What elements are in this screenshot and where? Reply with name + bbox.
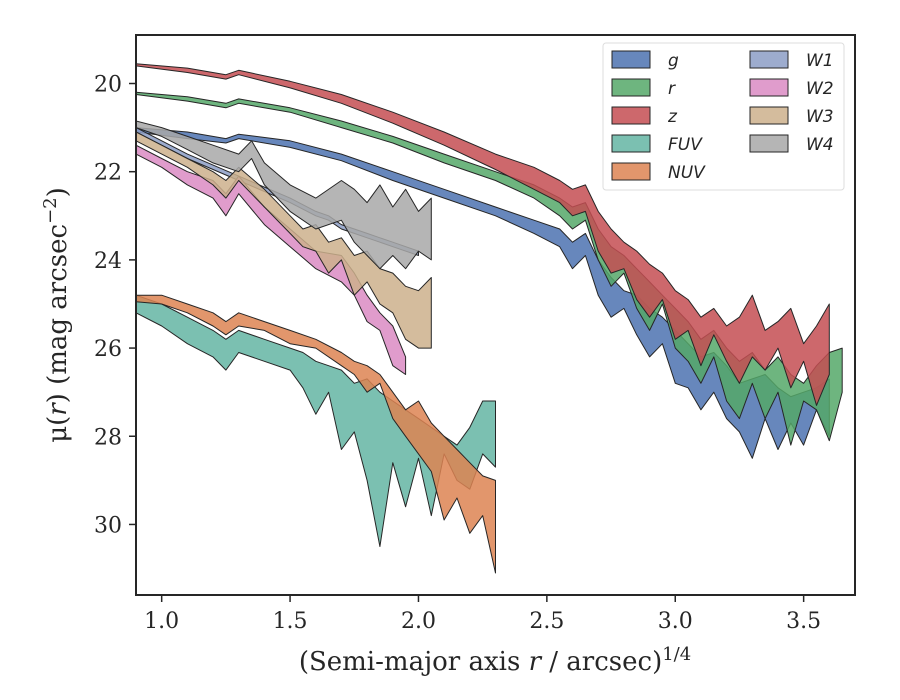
series-band-nuv: [136, 294, 496, 574]
legend-swatch-w2: [749, 78, 789, 97]
y-tick-label: 30: [94, 513, 122, 538]
plot-frame: [135, 34, 856, 596]
legend-label-fuv: FUV: [668, 135, 703, 155]
legend-label-r: r: [668, 79, 676, 99]
legend-label-w3: W3: [806, 107, 834, 127]
x-tick-label: 2.5: [529, 609, 564, 634]
y-tick-label: 22: [94, 161, 122, 186]
legend-label-w2: W2: [806, 79, 834, 99]
x-axis-ticks: 1.0 1.5 2.0 2.5 3.0 3.5: [144, 595, 821, 634]
series-areas: [136, 63, 843, 574]
legend-swatch-w1: [749, 50, 789, 69]
y-tick-label: 20: [94, 73, 122, 98]
series-band-z: [136, 63, 830, 406]
x-tick-label: 3.0: [658, 609, 693, 634]
y-tick-label: 28: [94, 425, 122, 450]
legend-swatch-w3: [749, 106, 789, 125]
legend-label-w1: W1: [806, 51, 834, 71]
x-tick-label: 3.5: [786, 609, 821, 634]
legend-swatch-g: [611, 50, 651, 69]
y-axis-label: μ(r) (mag arcsec−2): [40, 187, 73, 443]
legend-swatch-fuv: [611, 134, 651, 153]
y-tick-label: 26: [94, 337, 122, 362]
legend-label-z: z: [667, 107, 678, 127]
series-band-w4: [136, 120, 432, 270]
y-axis-ticks: 20 22 24 26 28 30: [94, 73, 136, 538]
x-tick-label: 1.0: [144, 609, 179, 634]
legend-label-nuv: NUV: [668, 163, 706, 183]
y-tick-label: 24: [94, 249, 122, 274]
legend-swatch-w4: [749, 134, 789, 153]
series-band-fuv: [136, 294, 496, 547]
legend-swatch-nuv: [611, 162, 651, 181]
legend: grz FUV NUV W1 W2 W3 W4: [602, 42, 845, 191]
legend-label-g: g: [668, 51, 679, 71]
legend-swatch-z: [611, 106, 651, 125]
x-axis-label: (Semi-major axis r / arcsec)1/4: [299, 644, 691, 677]
legend-label-w4: W4: [806, 135, 834, 155]
legend-swatch-r: [611, 78, 651, 97]
series-band-w3: [136, 131, 432, 349]
x-tick-label: 1.5: [273, 609, 308, 634]
x-tick-label: 2.0: [401, 609, 436, 634]
